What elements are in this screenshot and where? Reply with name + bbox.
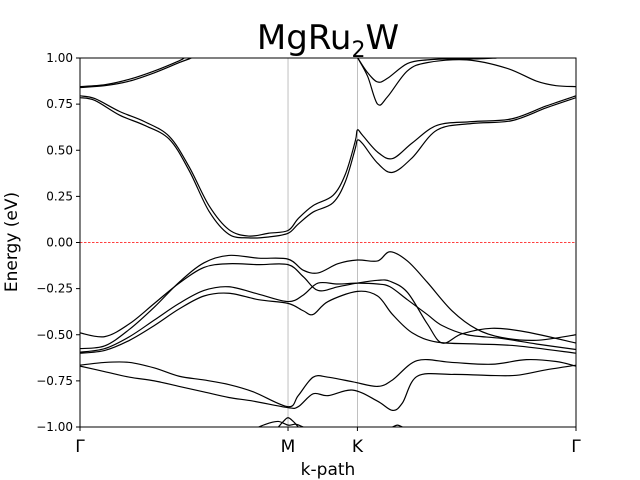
chart-title-subscript: 2	[351, 38, 365, 63]
bands-group	[80, 58, 576, 427]
y-tick-label-2: 0.50	[46, 143, 73, 157]
x-tick-label-2: K	[352, 437, 364, 457]
y-tick-label-3: 0.25	[46, 189, 73, 203]
band-line-4	[80, 95, 576, 237]
x-tick-label-0: Γ	[75, 437, 85, 457]
y-tick-label-4: 0.00	[46, 236, 73, 250]
chart-title: MgRu2W	[257, 18, 399, 63]
band-line-2	[357, 58, 576, 106]
band-line-5	[80, 97, 576, 239]
y-tick-label-1: 0.75	[46, 97, 73, 111]
chart-title-base: MgRu	[257, 18, 352, 58]
band-line-1	[80, 58, 192, 89]
y-axis-title: Energy (eV)	[2, 192, 22, 292]
band-line-8	[80, 281, 576, 353]
band-line-10	[80, 358, 576, 408]
x-axis-title: k-path	[301, 460, 356, 480]
y-tick-label-5: −0.25	[36, 282, 73, 296]
band-line-6	[80, 251, 576, 350]
band-line-11	[80, 364, 576, 411]
band-line-0	[80, 58, 185, 88]
x-tick-label-1: M	[281, 437, 296, 457]
plot-area: 1.00 0.75 0.50 0.25 0.00 −0.25 −0.50 −0.75 −1.00…	[36, 51, 581, 457]
y-tick-label-6: −0.50	[36, 328, 73, 342]
chart-title-suffix: W	[365, 18, 399, 58]
band-line-14	[392, 424, 403, 427]
y-tick-label-0: 1.00	[46, 51, 73, 65]
band-line-13	[277, 417, 299, 427]
band-line-7	[80, 263, 576, 344]
band-line-9	[80, 290, 576, 354]
x-tick-label-3: Γ	[571, 437, 581, 457]
y-tick-label-8: −1.00	[36, 420, 73, 434]
band-line-3	[357, 58, 497, 83]
y-tick-label-7: −0.75	[36, 374, 73, 388]
